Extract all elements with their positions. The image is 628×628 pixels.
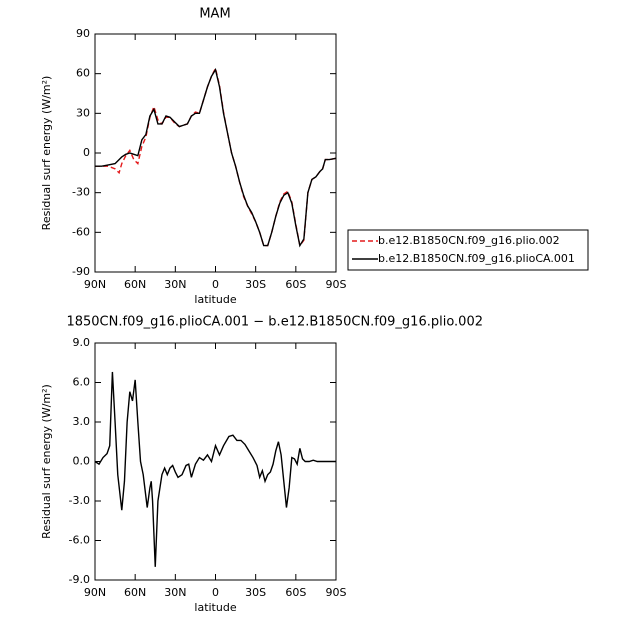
y-tick-label: 6.0 bbox=[73, 376, 91, 389]
y-tick-label: 9.0 bbox=[73, 336, 91, 349]
x-tick-label: 60S bbox=[285, 278, 306, 291]
y-tick-label: 3.0 bbox=[73, 415, 91, 428]
y-axis-label: Residual surf energy (W/m²) bbox=[40, 384, 53, 539]
x-tick-label: 60N bbox=[124, 278, 146, 291]
data-line bbox=[94, 371, 336, 567]
legend-box bbox=[347, 229, 589, 271]
x-tick-label: 90S bbox=[326, 278, 347, 291]
legend-label: b.e12.B1850CN.f09_g16.plioCA.001 bbox=[378, 252, 575, 265]
x-tick-label: 30S bbox=[245, 278, 266, 291]
y-tick-label: 90 bbox=[76, 27, 90, 40]
x-tick-label: 60S bbox=[285, 586, 306, 599]
y-tick-label: -9.0 bbox=[69, 573, 90, 586]
x-axis-label: latitude bbox=[194, 601, 236, 614]
legend-label: b.e12.B1850CN.f09_g16.plio.002 bbox=[378, 234, 560, 247]
y-tick-label: 30 bbox=[76, 106, 90, 119]
chart-title: MAM bbox=[199, 7, 230, 22]
x-axis-label: latitude bbox=[194, 293, 236, 306]
plot-frame bbox=[94, 342, 337, 581]
y-axis-label: Residual surf energy (W/m²) bbox=[40, 76, 53, 231]
x-tick-label: 90N bbox=[84, 586, 106, 599]
y-tick-label: -30 bbox=[72, 186, 90, 199]
y-tick-label: -60 bbox=[72, 225, 90, 238]
chart-title: 1850CN.f09_g16.plioCA.001 − b.e12.B1850C… bbox=[66, 315, 483, 330]
y-tick-label: 0 bbox=[83, 146, 90, 159]
x-tick-label: 90N bbox=[84, 278, 106, 291]
x-tick-label: 30N bbox=[164, 586, 186, 599]
y-tick-label: 60 bbox=[76, 67, 90, 80]
y-tick-label: 0.0 bbox=[73, 455, 91, 468]
x-tick-label: 30S bbox=[245, 586, 266, 599]
x-tick-label: 0 bbox=[212, 278, 219, 291]
y-tick-label: -6.0 bbox=[69, 534, 90, 547]
y-tick-label: -3.0 bbox=[69, 494, 90, 507]
x-tick-label: 0 bbox=[212, 586, 219, 599]
x-tick-label: 30N bbox=[164, 278, 186, 291]
x-tick-label: 90S bbox=[326, 586, 347, 599]
data-line bbox=[95, 66, 337, 248]
x-tick-label: 60N bbox=[124, 586, 146, 599]
y-tick-label: -90 bbox=[72, 265, 90, 278]
plot-frame bbox=[94, 33, 337, 273]
data-line bbox=[95, 67, 337, 248]
